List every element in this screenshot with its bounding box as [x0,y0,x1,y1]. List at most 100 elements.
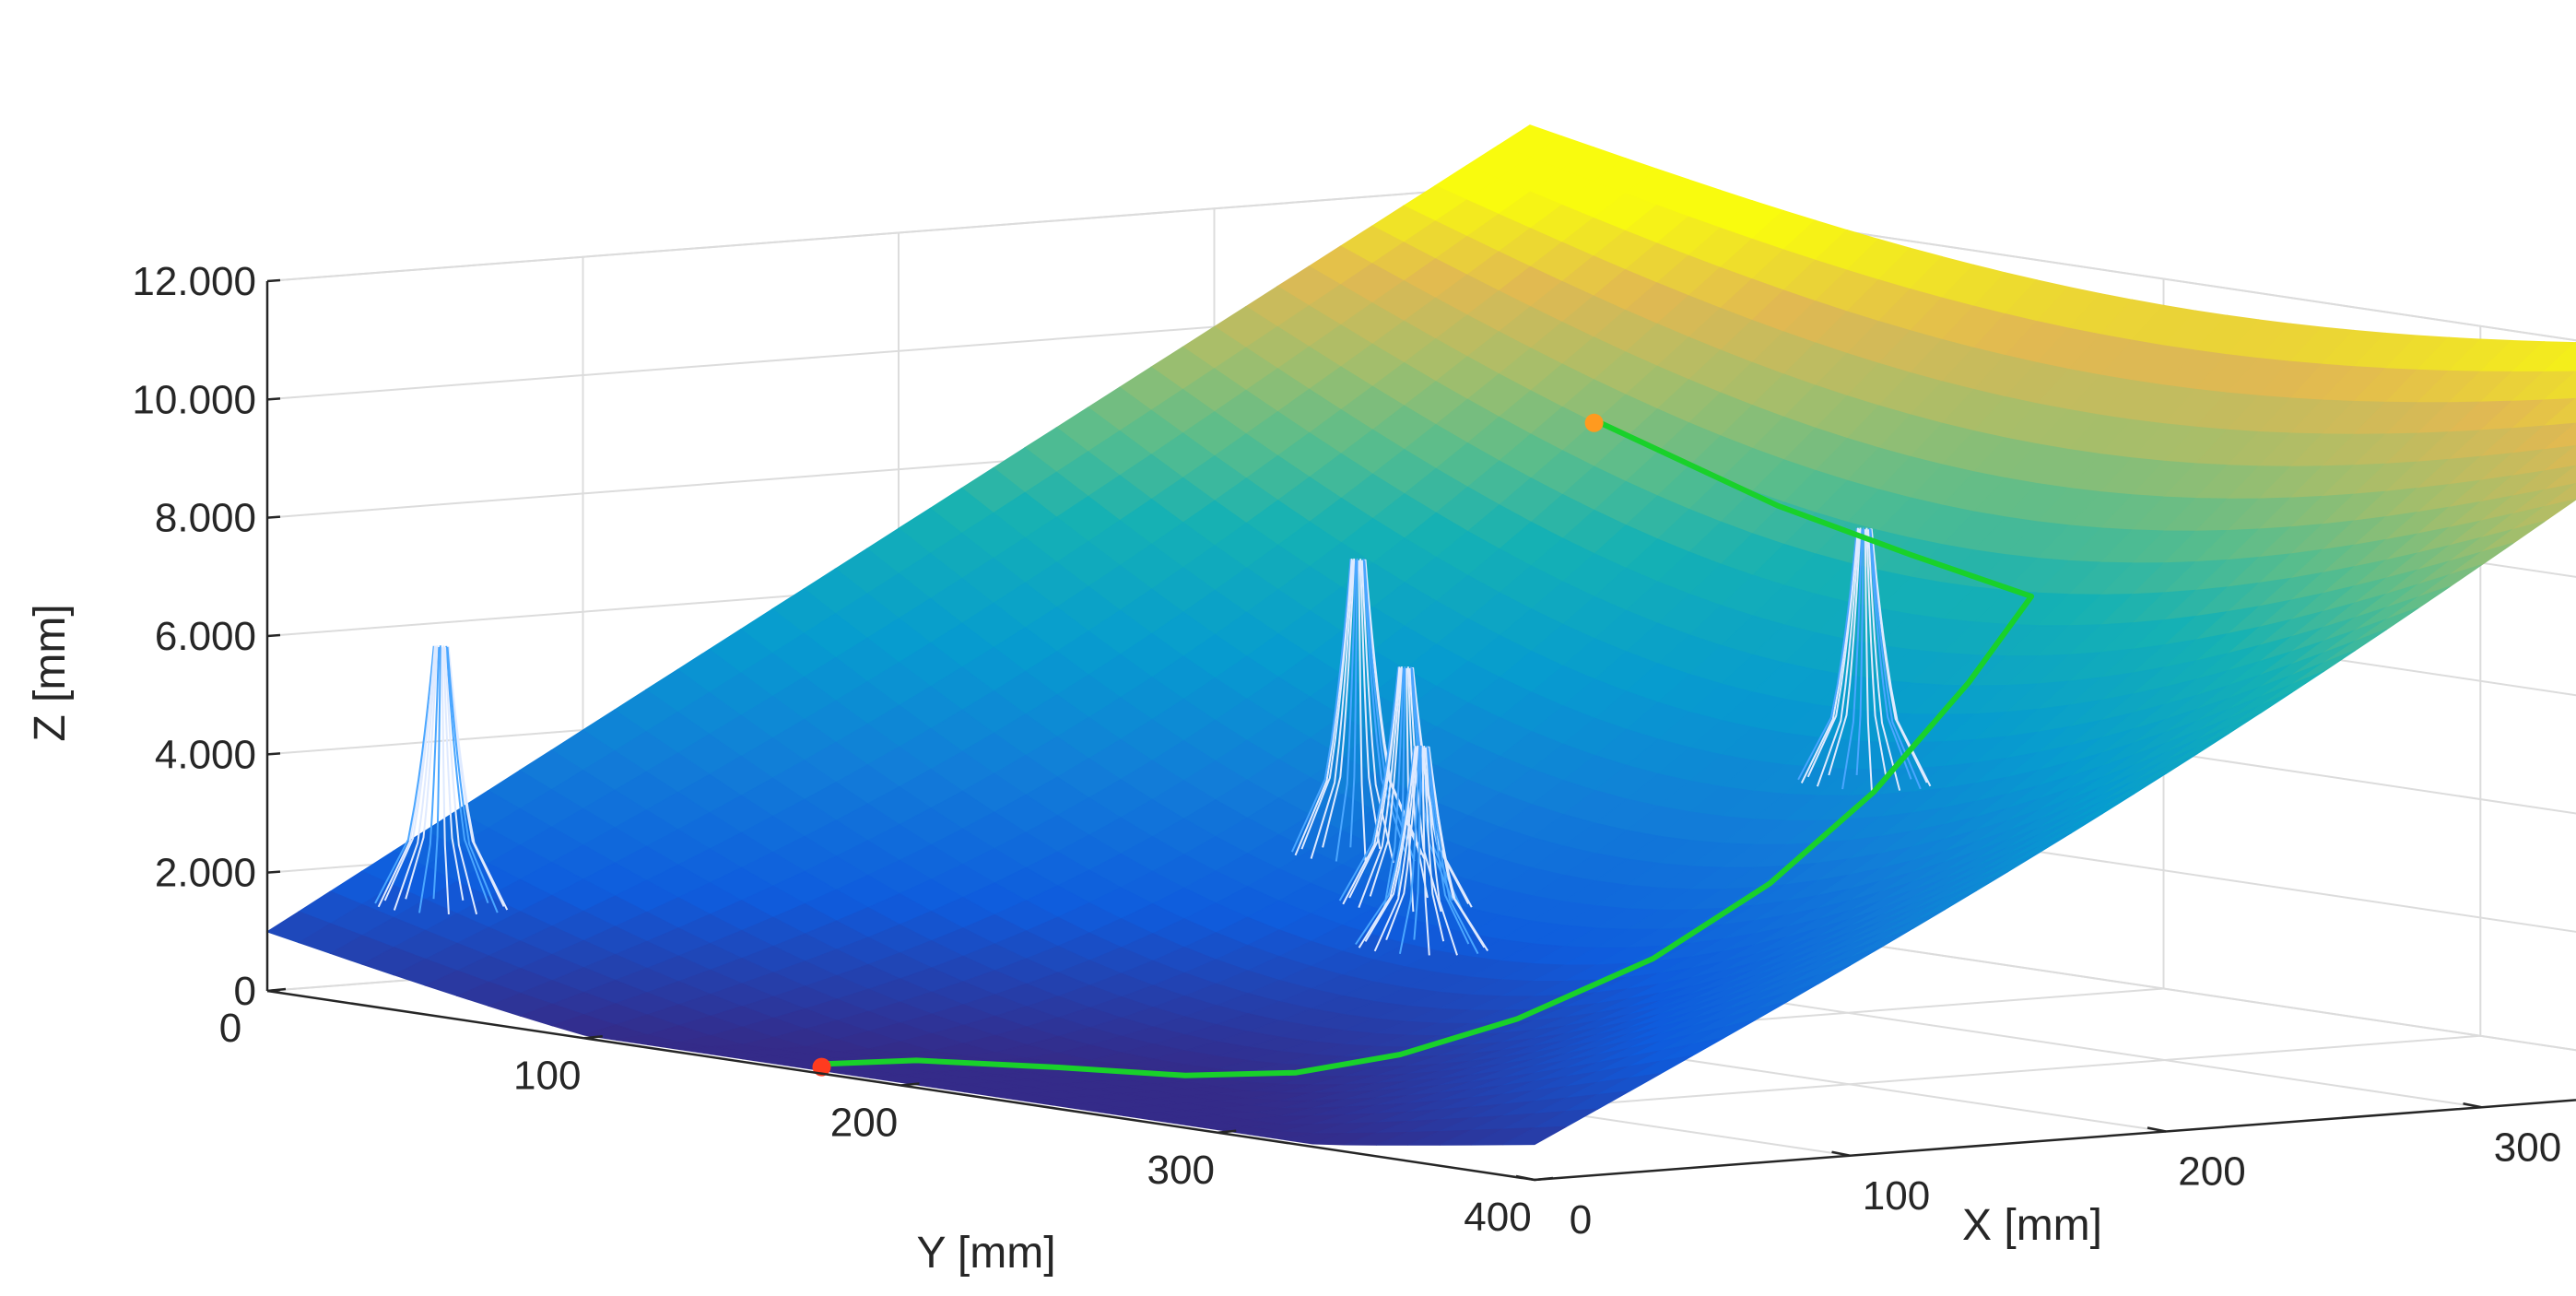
x-tick-label: 200 [2178,1149,2245,1195]
obstacle-line [1362,559,1406,853]
obstacle-line [432,645,441,900]
y-tick-mark [266,987,287,993]
obstacle-line [1428,747,1489,952]
obstacle-line [1348,666,1401,899]
obstacle-line [1358,667,1402,908]
obstacle-line [1865,527,1888,777]
path-layer [812,413,2035,1078]
y-tick-mark [583,1035,603,1040]
z-tick-mark [266,397,281,401]
obstacle-line [1358,560,1367,864]
obstacle-line [442,645,465,901]
obstacle-line [1828,527,1862,776]
path-line [821,417,2035,1078]
obstacle-line [1424,747,1458,956]
x-tick-label: 300 [2494,1125,2561,1170]
obstacle-peak [1355,745,1489,956]
x-tick-mark [1515,1174,1535,1182]
obstacle-line [1363,560,1416,862]
obstacle-line [1426,746,1470,945]
obstacle-line [1868,527,1912,780]
x-axis-title: X [mm] [1962,1201,2102,1250]
surface-layer [265,124,2576,1146]
obstacle-line [1310,560,1354,859]
obstacle-line [1816,528,1861,787]
z-tick-label: 6.000 [155,614,256,659]
y-tick-label: 100 [513,1053,581,1098]
obstacle-line [393,646,437,911]
obstacle-line [1841,529,1864,790]
y-tick-label: 200 [830,1101,898,1146]
x-tick-mark [2147,1126,2167,1133]
obstacle-line [1359,559,1382,850]
z-tick-mark [266,278,281,283]
obstacle-line [418,646,441,913]
x-tick-label: 0 [1570,1197,1592,1243]
obstacle-line [1870,528,1932,787]
x-tick-mark [1831,1150,1851,1157]
obstacle-line [1864,529,1873,791]
obstacle-line [1335,560,1357,862]
z-tick-label: 0 [234,969,256,1014]
z-tick-label: 12.000 [132,259,256,304]
obstacle-line [444,647,478,915]
obstacle-line [1423,746,1445,942]
path-end-marker [1584,413,1604,432]
obstacle-line [383,645,436,901]
z-tick-label: 2.000 [155,851,256,896]
y-tick-label: 400 [1464,1195,1531,1240]
obstacle-line [1322,558,1356,848]
obstacle-line [1806,527,1859,778]
obstacle-line [447,646,509,911]
obstacle-line [1382,667,1405,911]
obstacle-line [446,646,499,913]
x-tick-label: 100 [1863,1173,1930,1219]
obstacle-line [1338,666,1400,901]
z-axis-title: Z [mm] [26,604,75,741]
surface-patch [1502,1125,1567,1146]
obstacle-peak [374,645,509,915]
obstacle-line [1421,747,1430,956]
x-tick-mark [2463,1102,2482,1109]
z-tick-label: 8.000 [155,496,256,541]
obstacle-line [1364,745,1417,942]
obstacle-line [1355,746,1416,946]
obstacle-line [405,645,439,900]
z-tick-mark [266,633,281,638]
obstacle-line [1369,666,1403,897]
obstacle-line [1867,529,1901,791]
obstacle-line [1855,527,1864,775]
obstacle-line [1398,747,1420,954]
obstacle-line [1427,747,1479,955]
obstacle-line [1290,559,1352,853]
z-tick-mark [266,752,281,756]
obstacle-line [1373,747,1417,952]
obstacle-line [374,645,435,904]
z-tick-label: 10.000 [132,377,256,422]
obstacle-line [1869,529,1922,790]
obstacle-peak [1797,527,1932,791]
y-axis-title: Y [mm] [916,1229,1055,1278]
obstacle-layer [374,527,1932,956]
axis-layer: 0 2.000 4.000 6.000 8.000 10.000 12.000 0 100 200… [132,259,2576,1243]
z-tick-label: 4.000 [155,732,256,777]
obstacle-line [445,645,489,904]
obstacle-line [1300,559,1353,850]
obstacle-line [1360,560,1394,864]
obstacle-line [441,647,450,914]
y-tick-mark [900,1082,920,1087]
y-tick-label: 300 [1147,1148,1215,1193]
z-tick-mark [266,870,281,874]
obstacle-line [1413,745,1422,940]
z-tick-mark [266,515,281,519]
obstacle-line [1797,527,1858,781]
obstacle-line [1349,558,1359,848]
y-tick-label: 0 [219,1006,241,1051]
obstacle-line [1385,745,1419,941]
path-start-marker [812,1057,831,1077]
obstacle-line [1397,666,1406,897]
y-tick-mark [1534,1176,1554,1182]
y-tick-mark [1217,1129,1237,1134]
